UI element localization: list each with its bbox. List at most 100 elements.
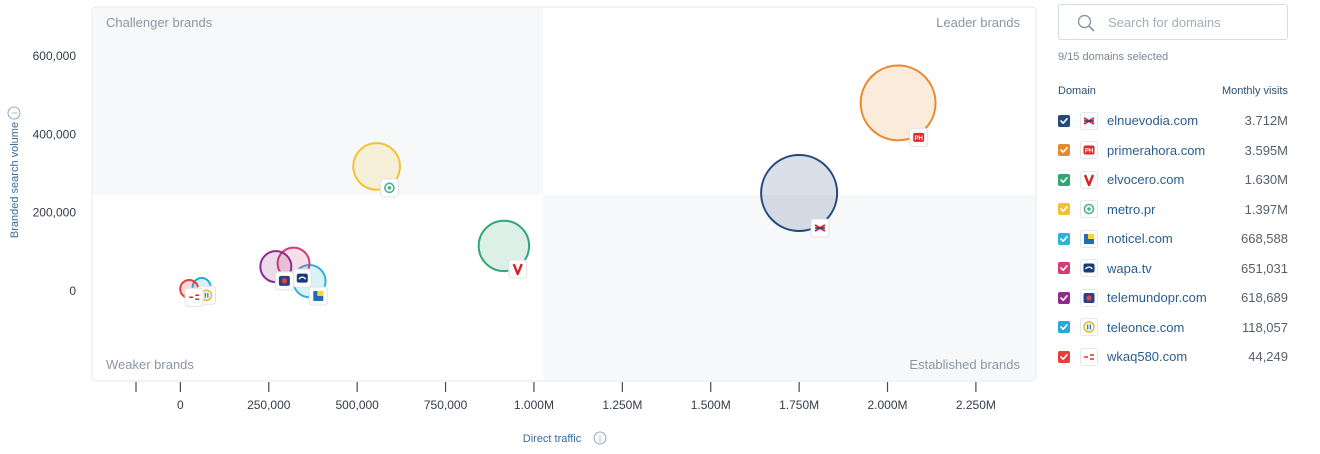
primerahora-favicon: PH xyxy=(1080,141,1098,160)
domain-row[interactable]: telemundopr.com 618,689 xyxy=(1058,283,1288,313)
domain-checkbox[interactable] xyxy=(1058,144,1070,157)
monthly-visits-value: 618,689 xyxy=(1241,290,1288,306)
search-icon xyxy=(1077,14,1095,32)
monthly-visits-value: 1.630M xyxy=(1244,172,1288,188)
domain-name[interactable]: telemundopr.com xyxy=(1107,290,1207,306)
domain-checkbox[interactable] xyxy=(1058,173,1070,186)
x-tick-label: 2.250M xyxy=(956,398,996,412)
domain-name[interactable]: elnuevodia.com xyxy=(1107,113,1199,129)
domain-checkbox[interactable] xyxy=(1058,291,1070,304)
domain-panel: 9/15 domains selected Domain Monthly vis… xyxy=(1058,4,1298,372)
bubble-elnuevodia-favicon xyxy=(810,218,830,238)
domain-checkbox[interactable] xyxy=(1058,350,1070,363)
x-tick-label: 0 xyxy=(177,398,184,412)
domain-checkbox[interactable] xyxy=(1058,321,1070,334)
quadrant-established xyxy=(542,194,1035,380)
column-header-visits[interactable]: Monthly visits xyxy=(1221,85,1288,97)
wkaq-favicon xyxy=(1080,347,1098,366)
svg-text:i: i xyxy=(10,112,20,114)
bubble-chart: PH Challenger brands Leader brands Weake… xyxy=(7,6,1037,445)
x-tick-label: 1.500M xyxy=(691,398,731,412)
x-axis-info-icon[interactable]: i xyxy=(593,431,607,445)
check-icon xyxy=(1060,353,1068,360)
monthly-visits-value: 44,249 xyxy=(1248,349,1288,365)
svg-text:PH: PH xyxy=(1085,149,1093,155)
domain-name[interactable]: metro.pr xyxy=(1107,201,1156,217)
chart-svg: PH Challenger brands Leader brands Weake… xyxy=(7,6,1037,445)
quadrant-label-weaker: Weaker brands xyxy=(106,357,194,372)
quadrant-challenger xyxy=(93,8,543,195)
bubble-wkaq-favicon xyxy=(184,287,204,307)
svg-text:i: i xyxy=(599,434,601,444)
domain-name[interactable]: teleonce.com xyxy=(1107,319,1185,335)
telemundo-favicon xyxy=(1080,288,1098,307)
domain-checkbox[interactable] xyxy=(1058,262,1070,275)
list-header: Domain Monthly visits xyxy=(1058,85,1288,97)
noticel-favicon xyxy=(1080,229,1098,248)
y-tick-label: 600,000 xyxy=(33,49,77,63)
svg-text:PH: PH xyxy=(915,136,923,142)
elnuevodia-favicon xyxy=(1080,111,1098,130)
y-axis-info-icon[interactable]: i xyxy=(7,106,21,120)
domain-name[interactable]: noticel.com xyxy=(1107,231,1173,247)
domain-name[interactable]: elvocero.com xyxy=(1107,172,1185,188)
domain-row[interactable]: metro.pr 1.397M xyxy=(1058,195,1288,225)
check-icon xyxy=(1060,265,1068,272)
domain-list: elnuevodia.com 3.712M PH primerahora.com 3.5… xyxy=(1058,106,1288,372)
elvocero-favicon xyxy=(1080,170,1098,189)
y-tick-label: 400,000 xyxy=(33,127,77,141)
x-tick-label: 500,000 xyxy=(335,398,379,412)
check-icon xyxy=(1060,294,1068,301)
search-box[interactable] xyxy=(1058,4,1288,40)
bubble-metro-favicon xyxy=(379,178,399,198)
monthly-visits-value: 651,031 xyxy=(1241,260,1288,276)
column-header-domain[interactable]: Domain xyxy=(1058,85,1096,97)
domain-checkbox[interactable] xyxy=(1058,203,1070,216)
domain-name[interactable]: wapa.tv xyxy=(1107,260,1152,276)
y-axis-title: Branded search volume xyxy=(9,122,21,238)
x-tick-label: 1.250M xyxy=(602,398,642,412)
domain-name[interactable]: primerahora.com xyxy=(1107,142,1206,158)
bubble-telemundo-favicon xyxy=(274,271,294,291)
domain-row[interactable]: noticel.com 668,588 xyxy=(1058,224,1288,254)
domain-row[interactable]: teleonce.com 118,057 xyxy=(1058,313,1288,343)
teleonce-favicon xyxy=(1080,318,1098,337)
domain-row[interactable]: wkaq580.com 44,249 xyxy=(1058,342,1288,372)
x-tick-label: 250,000 xyxy=(247,398,291,412)
check-icon xyxy=(1060,235,1068,242)
domain-name[interactable]: wkaq580.com xyxy=(1107,349,1188,365)
domain-row[interactable]: elvocero.com 1.630M xyxy=(1058,165,1288,195)
domain-checkbox[interactable] xyxy=(1058,232,1070,245)
selected-count: 9/15 domains selected xyxy=(1058,51,1169,63)
bubble-metro-pr[interactable] xyxy=(352,142,401,191)
quadrant-label-established: Established brands xyxy=(909,357,1020,372)
quadrant-label-challenger: Challenger brands xyxy=(106,15,213,30)
bubble-elvocero-com[interactable] xyxy=(477,219,531,273)
bubble-elnuevodia-com[interactable] xyxy=(760,154,839,233)
wapa-favicon xyxy=(1080,259,1098,278)
bubble-elvocero-favicon xyxy=(508,259,528,279)
bubble-primerahora-com[interactable] xyxy=(859,64,937,142)
domain-row[interactable]: elnuevodia.com 3.712M xyxy=(1058,106,1288,136)
x-tick-label: 1.750M xyxy=(779,398,819,412)
check-icon xyxy=(1060,147,1068,154)
x-axis-title: Direct traffic xyxy=(523,433,582,445)
search-input[interactable] xyxy=(1108,14,1278,30)
check-icon xyxy=(1060,206,1068,213)
check-icon xyxy=(1060,324,1068,331)
bubble-noticel-favicon xyxy=(308,286,328,306)
monthly-visits-value: 3.595M xyxy=(1244,142,1288,158)
monthly-visits-value: 3.712M xyxy=(1244,113,1288,129)
monthly-visits-value: 1.397M xyxy=(1244,201,1288,217)
bubble-wapa-favicon xyxy=(292,268,312,288)
domain-row[interactable]: wapa.tv 651,031 xyxy=(1058,254,1288,284)
domain-row[interactable]: PH primerahora.com 3.595M xyxy=(1058,136,1288,166)
x-tick-label: 1.000M xyxy=(514,398,554,412)
domain-checkbox[interactable] xyxy=(1058,114,1070,127)
bubble-primerahora-favicon: PH xyxy=(909,127,929,147)
y-tick-label: 200,000 xyxy=(33,206,77,220)
check-icon xyxy=(1060,117,1068,124)
y-tick-label: 0 xyxy=(69,284,76,298)
metro-favicon xyxy=(1080,200,1098,219)
monthly-visits-value: 668,588 xyxy=(1241,231,1288,247)
